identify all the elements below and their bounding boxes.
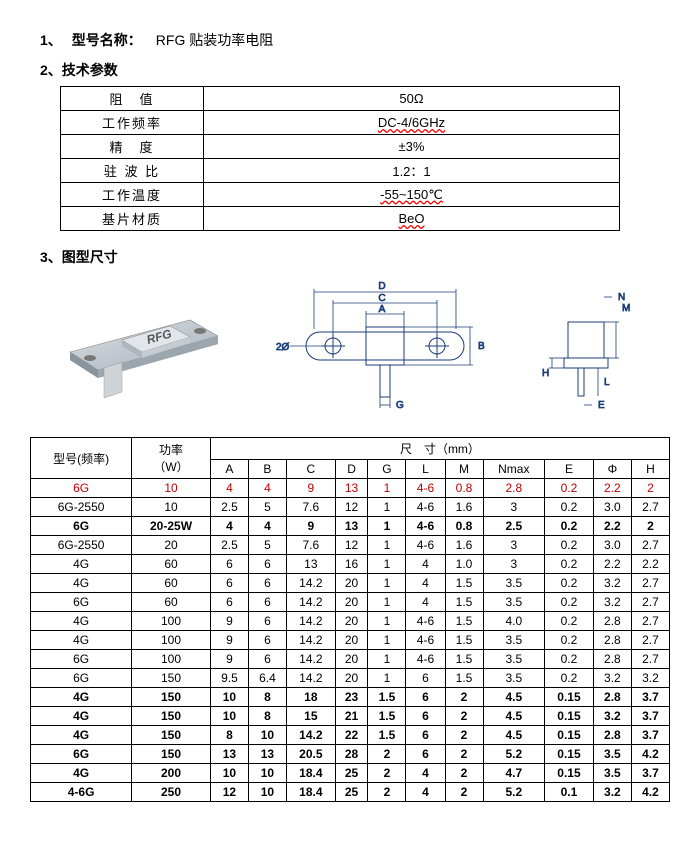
dim-col: M	[445, 460, 483, 479]
s1-num: 1、	[40, 30, 62, 50]
s1-label: 型号名称：	[72, 30, 142, 50]
spec-label: 工作频率	[61, 111, 204, 135]
spec-label: 驻 波 比	[61, 159, 204, 183]
spec-table: 阻 值50Ω工作频率DC-4/6GHz精 度±3%驻 波 比1.2：1工作温度-…	[60, 86, 620, 231]
dim-col: D	[335, 460, 368, 479]
svg-text:L: L	[604, 377, 610, 388]
dim-col: Nmax	[483, 460, 545, 479]
col-power: 功率 （W）	[132, 438, 211, 479]
spec-label: 阻 值	[61, 87, 204, 111]
svg-text:A: A	[379, 304, 386, 315]
svg-text:H: H	[542, 368, 549, 379]
iso-view-diagram: RFG	[50, 282, 230, 412]
section-2-title: 2、技术参数	[40, 60, 650, 80]
col-dims-header: 尺 寸（mm）	[210, 438, 669, 460]
side-view-diagram: N M L H E	[540, 277, 650, 417]
dimensions-table: 型号(频率) 功率 （W） 尺 寸（mm） ABCDGLMNmaxEΦH 6G1…	[30, 437, 670, 802]
spec-value: 1.2：1	[204, 159, 620, 183]
spec-label: 基片材质	[61, 207, 204, 231]
table-row: 4G1009614.22014-61.53.50.22.82.7	[31, 631, 670, 650]
spec-value: 50Ω	[204, 87, 620, 111]
dim-col: B	[248, 460, 286, 479]
dim-col: A	[210, 460, 248, 479]
table-row: 6G606614.220141.53.50.23.22.7	[31, 593, 670, 612]
table-row: 4G15010818231.5624.50.152.83.7	[31, 688, 670, 707]
svg-text:N: N	[618, 292, 625, 303]
dim-col: L	[406, 460, 445, 479]
dim-col: H	[631, 460, 669, 479]
svg-text:B: B	[478, 341, 485, 352]
table-row: 4G15010815211.5624.50.153.23.7	[31, 707, 670, 726]
table-row: 4G606614.220141.53.50.23.22.7	[31, 574, 670, 593]
spec-value: DC-4/6GHz	[204, 111, 620, 135]
dim-col: E	[545, 460, 594, 479]
spec-label: 精 度	[61, 135, 204, 159]
table-row: 6G20-25W4491314-60.82.50.22.22	[31, 517, 670, 536]
top-view-diagram: D C A B G 2Ø	[270, 277, 500, 417]
diagrams-row: RFG D C A	[50, 277, 650, 417]
table-row: 6G-2550202.557.61214-61.630.23.02.7	[31, 536, 670, 555]
dim-col: C	[286, 460, 335, 479]
table-row: 6G-2550102.557.61214-61.630.23.02.7	[31, 498, 670, 517]
svg-text:2Ø: 2Ø	[276, 342, 290, 353]
dim-col: G	[368, 460, 406, 479]
svg-text:D: D	[378, 281, 385, 292]
table-row: 6G150131320.5282625.20.153.54.2	[31, 745, 670, 764]
table-row: 4G200101018.4252424.70.153.53.7	[31, 764, 670, 783]
svg-text:C: C	[378, 293, 385, 304]
table-row: 6G1009614.22014-61.53.50.22.82.7	[31, 650, 670, 669]
section-1-title: 1、 型号名称： RFG 贴装功率电阻	[40, 30, 650, 50]
spec-label: 工作温度	[61, 183, 204, 207]
table-row: 6G104491314-60.82.80.22.22	[31, 479, 670, 498]
svg-text:E: E	[598, 400, 605, 411]
spec-value: -55~150℃	[204, 183, 620, 207]
table-row: 4G60661316141.030.22.22.2	[31, 555, 670, 574]
spec-value: BeO	[204, 207, 620, 231]
s1-value: RFG 贴装功率电阻	[156, 30, 273, 50]
table-row: 4G15081014.2221.5624.50.152.83.7	[31, 726, 670, 745]
table-row: 6G1509.56.414.220161.53.50.23.23.2	[31, 669, 670, 688]
col-model: 型号(频率)	[31, 438, 132, 479]
spec-value: ±3%	[204, 135, 620, 159]
table-row: 4G1009614.22014-61.54.00.22.82.7	[31, 612, 670, 631]
svg-text:G: G	[396, 400, 404, 411]
section-3-title: 3、图型尺寸	[40, 247, 650, 267]
svg-text:M: M	[622, 303, 630, 314]
dim-col: Φ	[593, 460, 631, 479]
table-row: 4-6G250121018.4252425.20.13.24.2	[31, 783, 670, 802]
